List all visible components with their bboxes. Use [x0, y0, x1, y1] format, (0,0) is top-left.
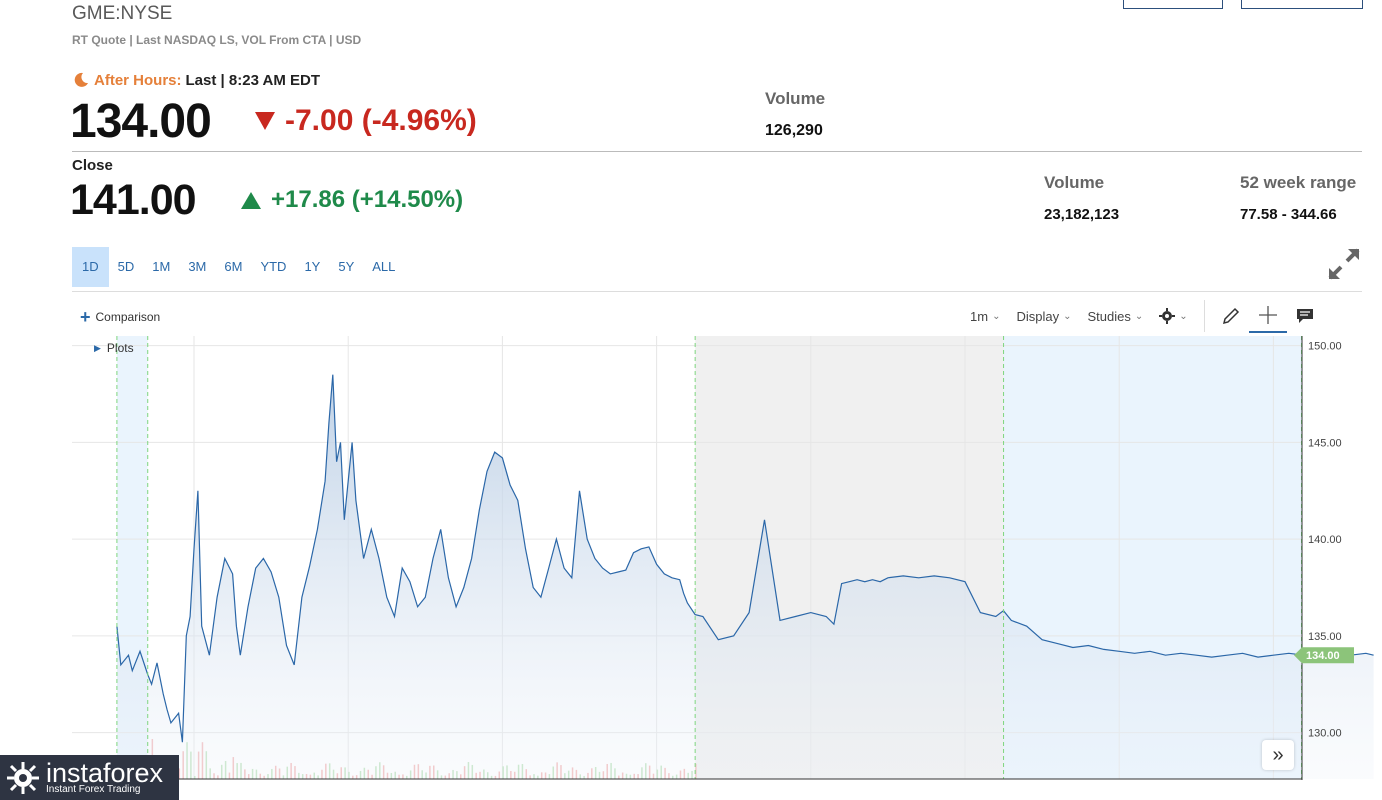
volume-label: Volume	[1044, 173, 1105, 192]
moon-icon	[74, 72, 88, 87]
range-tab-1m[interactable]: 1M	[152, 259, 171, 274]
chevron-down-icon: ⌄	[1063, 310, 1072, 322]
range-tab-6m[interactable]: 6M	[224, 259, 243, 274]
comparison-button[interactable]: + Comparison	[80, 307, 161, 327]
expand-icon[interactable]	[1326, 246, 1362, 282]
after-hours-change: -7.00 (-4.96%)	[255, 104, 477, 138]
week-range-value: 77.58 - 344.66	[1240, 206, 1337, 223]
after-hours-last: Last | 8:23 AM EDT	[185, 71, 321, 89]
quote-note: RT Quote | Last NASDAQ LS, VOL From CTA …	[72, 33, 362, 47]
interval-select[interactable]: 1m ⌄	[962, 300, 1008, 332]
draw-button[interactable]	[1213, 300, 1249, 332]
display-label: Display	[1016, 308, 1060, 324]
close-price: 141.00	[70, 176, 197, 224]
plus-icon: +	[80, 307, 91, 327]
divider	[72, 291, 1362, 292]
range-tab-ytd[interactable]: YTD	[260, 259, 287, 274]
interval-label: 1m	[970, 308, 989, 324]
chart-toolbar: 1m ⌄ Display ⌄ Studies ⌄ ⌄	[962, 299, 1323, 333]
double-chevron-right-icon: »	[1272, 743, 1284, 766]
range-tab-3m[interactable]: 3M	[188, 259, 207, 274]
pencil-icon	[1222, 307, 1239, 325]
settings-menu[interactable]: ⌄	[1151, 300, 1195, 332]
top-nav-button-2[interactable]	[1241, 0, 1363, 9]
comparison-label: Comparison	[95, 310, 161, 324]
volume-value: 23,182,123	[1044, 206, 1120, 223]
y-tick-label: 130.00	[1308, 728, 1342, 740]
stock-symbol: GME:NYSE	[72, 3, 173, 24]
y-tick-label: 145.00	[1308, 437, 1342, 449]
y-tick-label: 140.00	[1308, 534, 1342, 546]
chevron-down-icon: ⌄	[1134, 310, 1144, 322]
after-hours-volume-label: Volume	[765, 89, 826, 108]
last-price-badge: 134.00	[1294, 647, 1354, 664]
logo-sub-text: Instant Forex Trading	[46, 783, 141, 795]
y-tick-label: 150.00	[1308, 341, 1342, 353]
after-hours-label: After Hours:	[94, 71, 182, 89]
comment-icon	[1296, 309, 1313, 323]
crosshair-icon	[1258, 306, 1277, 324]
after-hours-price: 134.00	[70, 95, 212, 148]
price-area	[116, 374, 1374, 779]
close-change-value: +17.86 (+14.50%)	[271, 186, 464, 213]
comment-button[interactable]	[1287, 300, 1323, 332]
after-hours-row: After Hours: Last | 8:23 AM EDT	[72, 71, 320, 89]
range-tab-all[interactable]: ALL	[372, 259, 396, 274]
range-tab-5d[interactable]: 5D	[117, 259, 135, 274]
price-line	[116, 374, 1374, 743]
range-tab-5y[interactable]: 5Y	[338, 259, 355, 274]
range-tabs: 1D 5D 1M 3M 6M YTD 1Y 5Y ALL	[72, 247, 404, 287]
week-range-label: 52 week range	[1240, 173, 1357, 192]
range-tab-1d[interactable]: 1D	[72, 247, 109, 287]
studies-menu[interactable]: Studies ⌄	[1079, 300, 1151, 332]
plots-toggle[interactable]: ▶ Plots	[94, 341, 134, 355]
top-nav-button-1[interactable]	[1123, 0, 1223, 9]
chevron-down-icon: ⌄	[1179, 310, 1188, 322]
y-tick-label: 135.00	[1308, 631, 1342, 643]
close-label: Close	[72, 157, 113, 174]
range-tab-1y[interactable]: 1Y	[304, 259, 321, 274]
close-change: +17.86 (+14.50%)	[241, 186, 463, 214]
after-hours-volume-value: 126,290	[765, 122, 823, 139]
down-triangle-icon	[255, 112, 275, 130]
studies-label: Studies	[1087, 308, 1131, 324]
watermark-logo: instaforex Instant Forex Trading	[0, 755, 179, 800]
instaforex-logo-icon	[7, 761, 39, 794]
logo-main-text: instaforex	[46, 757, 164, 788]
triangle-right-icon: ▶	[94, 342, 101, 353]
display-menu[interactable]: Display ⌄	[1008, 300, 1079, 332]
divider	[72, 151, 1362, 152]
plots-label: Plots	[106, 341, 134, 355]
crosshair-button[interactable]	[1248, 299, 1287, 333]
after-hours-change-value: -7.00 (-4.96%)	[285, 104, 477, 137]
chevron-down-icon: ⌄	[992, 310, 1001, 322]
toolbar-divider	[1203, 300, 1205, 332]
up-triangle-icon	[241, 191, 261, 209]
scroll-right-button[interactable]: »	[1262, 740, 1294, 770]
last-price-label: 134.00	[1306, 650, 1340, 662]
gear-icon	[1159, 308, 1176, 324]
